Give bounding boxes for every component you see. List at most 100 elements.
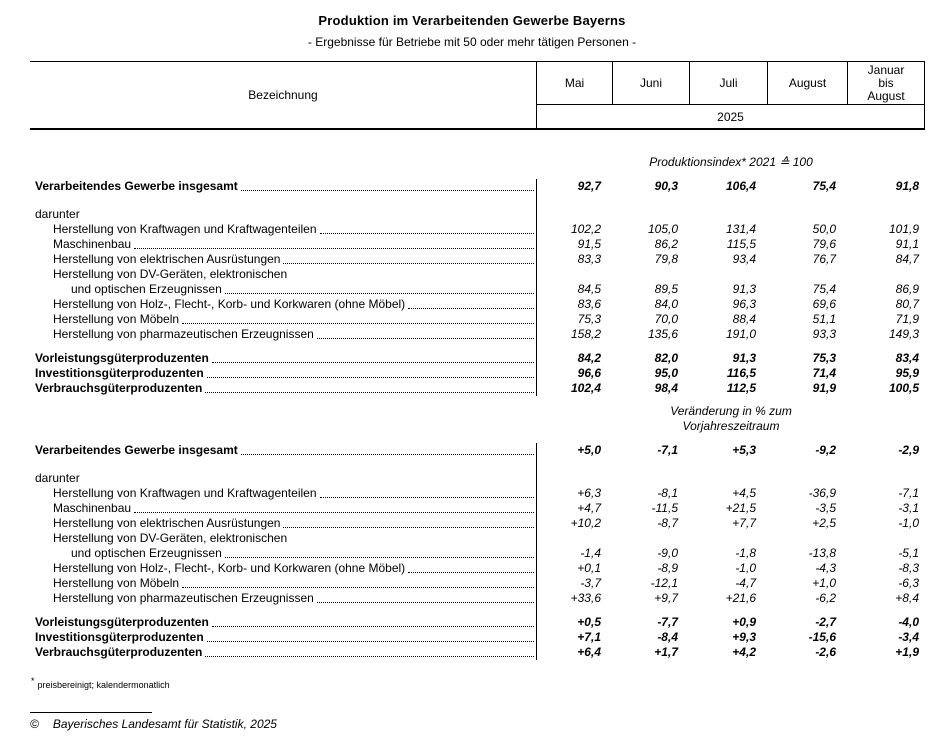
cell-value	[848, 267, 925, 282]
cell-value: +7,7	[732, 516, 756, 530]
copyright-text: Bayerisches Landesamt für Statistik, 202…	[52, 717, 277, 731]
cell-value: -3,1	[898, 501, 919, 515]
spacer-row	[30, 130, 925, 155]
row-label: Herstellung von Kraftwagen und Kraftwage…	[53, 486, 317, 500]
table-row: Herstellung von elektrischen Ausrüstunge…	[30, 252, 925, 267]
cell-value: 92,7	[577, 179, 601, 193]
cell-value: +4,5	[732, 486, 756, 500]
cell-value: 191,0	[725, 327, 756, 341]
cell-value: 70,0	[654, 312, 678, 326]
cell-value: 90,3	[654, 179, 678, 193]
cell-value	[613, 471, 690, 486]
column-header-bezeichnung: Bezeichnung	[30, 62, 537, 128]
row-label-cell: Investitionsgüterproduzenten	[30, 630, 537, 645]
row-label: Maschinenbau	[53, 237, 132, 251]
row-label: Verbrauchsgüterproduzenten	[35, 381, 203, 395]
row-label: Herstellung von elektrischen Ausrüstunge…	[53, 516, 281, 530]
table-row: und optischen Erzeugnissen -1,4 -9,0 -1,8 -1…	[30, 546, 925, 561]
spacer-cell	[30, 434, 537, 443]
row-label-cell: Herstellung von Holz-, Flecht-, Korb- un…	[30, 561, 537, 576]
cell-value: 91,5	[577, 237, 601, 251]
cell-value: -9,2	[815, 443, 836, 457]
row-label: Herstellung von Holz-, Flecht-, Korb- un…	[53, 561, 406, 575]
dot-leader	[224, 557, 534, 558]
spacer-row	[30, 434, 925, 443]
footnote-text: preisbereinigt; kalendermonatlich	[37, 680, 170, 690]
row-label-cell: Maschinenbau	[30, 501, 537, 516]
cell-value: 91,8	[895, 179, 919, 193]
cell-value: -8,4	[657, 630, 678, 644]
cell-value: -8,9	[657, 561, 678, 575]
row-label: Herstellung von DV-Geräten, elektronisch…	[53, 531, 288, 545]
table-row: Maschinenbau 91,5 86,2 115,5 79,6 91,1	[30, 237, 925, 252]
cell-value: 105,0	[647, 222, 678, 236]
column-header-juni: Juni	[613, 62, 690, 105]
statistics-table: Bezeichnung Mai Juni Juli August Januar …	[30, 61, 925, 660]
table-row: Investitionsgüterproduzenten +7,1 -8,4 +9,3…	[30, 630, 925, 645]
dot-leader	[134, 248, 534, 249]
row-label: Herstellung von elektrischen Ausrüstunge…	[53, 252, 281, 266]
cell-value: 149,3	[888, 327, 919, 341]
cell-value: -1,0	[735, 561, 756, 575]
cell-value: 115,5	[726, 237, 756, 251]
cell-value	[690, 267, 768, 282]
cell-value: +7,1	[577, 630, 601, 644]
cell-value: 75,4	[812, 282, 836, 296]
cell-value: 75,4	[812, 179, 836, 193]
cell-value: +2,5	[812, 516, 836, 530]
section-header-row: Produktionsindex* 2021 ≙ 100	[30, 155, 925, 170]
cell-value: -6,2	[815, 591, 836, 605]
dot-leader	[283, 263, 534, 264]
table-body: Produktionsindex* 2021 ≙ 100 Verarbeitend…	[30, 130, 925, 660]
title-block: Produktion im Verarbeitenden Gewerbe Bay…	[0, 13, 944, 49]
row-label-cell: darunter	[30, 471, 537, 486]
cell-value: +6,4	[577, 645, 601, 659]
cell-value: +33,6	[570, 591, 601, 605]
cell-value: 69,6	[812, 297, 836, 311]
spacer-row	[30, 342, 925, 351]
table-row: und optischen Erzeugnissen 84,5 89,5 91,3 75…	[30, 282, 925, 297]
table-row: Herstellung von Möbeln -3,7 -12,1 -4,7 +1,0 -…	[30, 576, 925, 591]
cell-value	[613, 207, 690, 222]
row-label-cell: Verbrauchsgüterproduzenten	[30, 381, 537, 396]
table-row: darunter	[30, 207, 925, 222]
dot-leader	[211, 362, 534, 363]
row-label: Verarbeitendes Gewerbe insgesamt	[35, 179, 238, 193]
row-label-cell	[30, 404, 537, 434]
spacer-cell	[30, 342, 537, 351]
dot-leader	[211, 626, 534, 627]
table-row: Herstellung von Kraftwagen und Kraftwage…	[30, 222, 925, 237]
row-label: darunter	[35, 471, 80, 485]
cell-value: -2,6	[815, 645, 836, 659]
cell-value: 75,3	[577, 312, 601, 326]
dot-leader	[408, 308, 534, 309]
cell-value: +5,3	[732, 443, 756, 457]
row-label-cell: Herstellung von pharmazeutischen Erzeugn…	[30, 591, 537, 606]
row-label: Herstellung von Kraftwagen und Kraftwage…	[53, 222, 317, 236]
dot-leader	[206, 377, 534, 378]
cell-value	[613, 267, 690, 282]
row-label-cell: und optischen Erzeugnissen	[30, 546, 537, 561]
cell-value: 84,5	[577, 282, 601, 296]
dot-leader	[182, 323, 534, 324]
cell-value	[690, 471, 768, 486]
cell-value: 84,7	[895, 252, 919, 266]
cell-value	[537, 207, 613, 222]
cell-value: -12,1	[650, 576, 678, 590]
spacer-row	[30, 170, 925, 179]
cell-value: -7,7	[657, 615, 678, 629]
cell-value: 101,9	[888, 222, 919, 236]
cell-value: 91,3	[732, 282, 756, 296]
cell-value: +10,2	[570, 516, 601, 530]
cell-value: 89,5	[654, 282, 678, 296]
dot-leader	[283, 527, 534, 528]
cell-value: +0,5	[577, 615, 601, 629]
table-row: Herstellung von Holz-, Flecht-, Korb- un…	[30, 561, 925, 576]
row-label-cell: Investitionsgüterproduzenten	[30, 366, 537, 381]
cell-value: +5,0	[577, 443, 601, 457]
cell-value: -3,4	[898, 630, 919, 644]
footnote-symbol: *	[31, 676, 35, 686]
row-label-cell: Herstellung von elektrischen Ausrüstunge…	[30, 516, 537, 531]
cell-value: -8,1	[657, 486, 678, 500]
cell-value: 86,2	[654, 237, 678, 251]
